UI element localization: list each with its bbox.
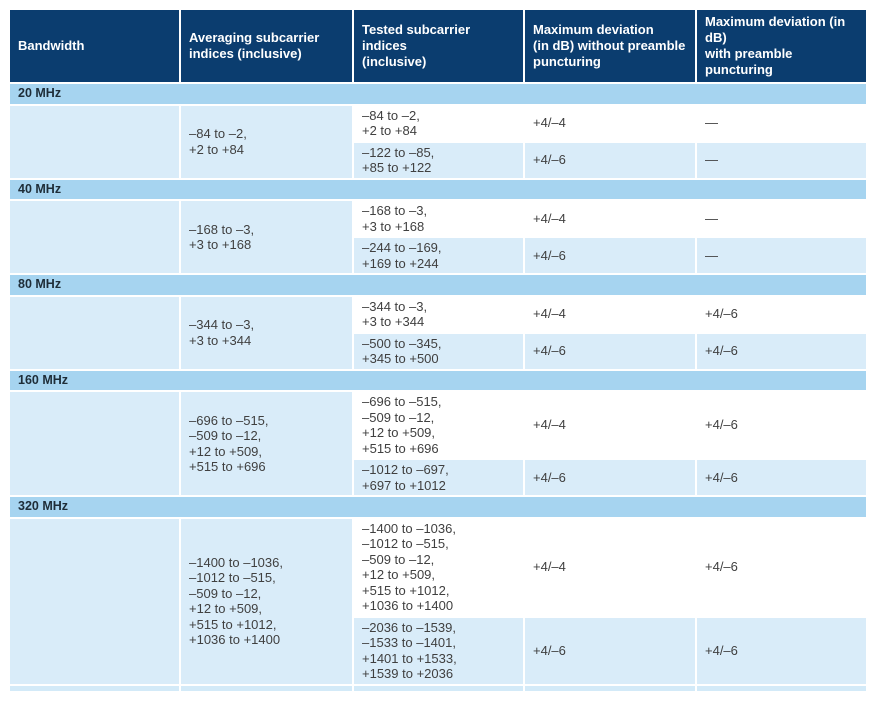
bottom-strip-cell	[695, 683, 868, 693]
bandwidth-band-row: 80 MHz	[8, 273, 868, 297]
bandwidth-band-label: 160 MHz	[8, 368, 868, 392]
bottom-strip-cell	[8, 683, 181, 693]
table-header: Bandwidth Averaging subcarrier indices (…	[8, 8, 868, 84]
bandwidth-band-label: 40 MHz	[8, 177, 868, 201]
max-deviation-without-cell: +4/–4	[523, 294, 697, 334]
table-footer	[8, 683, 868, 693]
bandwidth-cell	[8, 199, 181, 275]
tested-indices-cell: –696 to –515, –509 to –12, +12 to +509, …	[352, 390, 525, 460]
header-row: Bandwidth Averaging subcarrier indices (…	[8, 8, 868, 84]
bandwidth-band-row: 320 MHz	[8, 495, 868, 519]
max-deviation-without-cell: +4/–4	[523, 516, 697, 618]
tested-indices-cell: –244 to –169, +169 to +244	[352, 236, 525, 275]
bottom-strip-cell	[352, 683, 525, 693]
averaging-indices-cell: –1400 to –1036, –1012 to –515, –509 to –…	[179, 516, 354, 686]
max-deviation-with-cell: +4/–6	[695, 331, 868, 371]
table-body: 20 MHz –84 to –2, +2 to +84 –84 to –2, +2 …	[8, 82, 868, 686]
data-row: –244 to –169, +169 to +244 +4/–6—	[9, 236, 868, 275]
tested-indices-cell: –344 to –3, +3 to +344	[352, 294, 525, 334]
tested-indices-cell: –1012 to –697, +697 to +1012	[352, 458, 525, 497]
bandwidth-band-row: 160 MHz	[8, 368, 868, 392]
averaging-indices-cell: –344 to –3, +3 to +344	[179, 294, 354, 371]
averaging-indices-cell: –696 to –515, –509 to –12, +12 to +509, …	[179, 390, 354, 497]
averaging-indices-cell: –168 to –3, +3 to +168	[179, 199, 354, 275]
bandwidth-cell	[8, 103, 181, 180]
tested-indices-cell: –500 to –345, +345 to +500	[352, 331, 525, 371]
max-deviation-with-cell: —	[695, 199, 868, 238]
bandwidth-band-row: 20 MHz	[8, 82, 868, 106]
max-deviation-with-cell: —	[695, 140, 868, 180]
data-row: –344 to –3, +3 to +344 –344 to –3, +3 to …	[8, 294, 868, 371]
bottom-strip-cell	[523, 683, 697, 693]
tested-indices-cell: –1400 to –1036, –1012 to –515, –509 to –…	[352, 516, 525, 618]
bandwidth-cell	[8, 390, 181, 497]
bandwidth-band-label: 80 MHz	[8, 273, 868, 297]
tested-indices-cell: –84 to –2, +2 to +84	[352, 103, 525, 143]
bandwidth-cell	[8, 516, 181, 686]
averaging-indices-cell: –84 to –2, +2 to +84	[179, 103, 354, 180]
data-row: –168 to –3, +3 to +168 –168 to –3, +3 to …	[8, 199, 868, 275]
max-deviation-without-cell: +4/–6	[523, 458, 697, 497]
bandwidth-cell	[8, 294, 181, 371]
data-row: –84 to –2, +2 to +84 –84 to –2, +2 to +84…	[8, 103, 868, 180]
max-deviation-with-cell: +4/–6	[695, 458, 868, 497]
max-deviation-with-cell: —	[695, 103, 868, 143]
bandwidth-band-label: 320 MHz	[8, 495, 868, 519]
header-cell-bandwidth: Bandwidth	[8, 8, 181, 84]
header-cell-max-deviation-with: Maximum deviation (in dB) with preamble …	[695, 8, 868, 84]
max-deviation-with-cell: +4/–6	[695, 294, 868, 334]
header-cell-averaging-indices: Averaging subcarrier indices (inclusive)	[179, 8, 354, 84]
data-row: –122 to –85, +85 to +122 +4/–6—	[9, 140, 868, 180]
max-deviation-with-cell: +4/–6	[695, 516, 868, 618]
data-row: –1400 to –1036, –1012 to –515, –509 to –…	[8, 516, 868, 686]
tested-indices-cell: –168 to –3, +3 to +168	[352, 199, 525, 238]
max-deviation-without-cell: +4/–6	[523, 331, 697, 371]
max-deviation-with-cell: +4/–6	[695, 390, 868, 460]
bottom-strip-row	[8, 683, 868, 693]
max-deviation-with-cell: —	[695, 236, 868, 275]
header-cell-max-deviation-without: Maximum deviation (in dB) without preamb…	[523, 8, 697, 84]
bottom-strip-cell	[179, 683, 354, 693]
header-cell-tested-indices: Tested subcarrier indices (inclusive)	[352, 8, 525, 84]
max-deviation-without-cell: +4/–6	[523, 140, 697, 180]
bandwidth-band-label: 20 MHz	[8, 82, 868, 106]
max-deviation-without-cell: +4/–4	[523, 390, 697, 460]
subcarrier-flatness-table: Bandwidth Averaging subcarrier indices (…	[8, 8, 868, 693]
bandwidth-band-row: 40 MHz	[8, 177, 868, 201]
data-row: –696 to –515, –509 to –12, +12 to +509, …	[8, 390, 868, 497]
data-row: –500 to –345, +345 to +500 +4/–6 +4/–6	[9, 331, 868, 371]
data-row: –1012 to –697, +697 to +1012 +4/–6 +4/–6	[9, 458, 868, 497]
max-deviation-without-cell: +4/–6	[523, 236, 697, 275]
tested-indices-cell: –122 to –85, +85 to +122	[352, 140, 525, 180]
max-deviation-without-cell: +4/–4	[523, 199, 697, 238]
max-deviation-without-cell: +4/–4	[523, 103, 697, 143]
